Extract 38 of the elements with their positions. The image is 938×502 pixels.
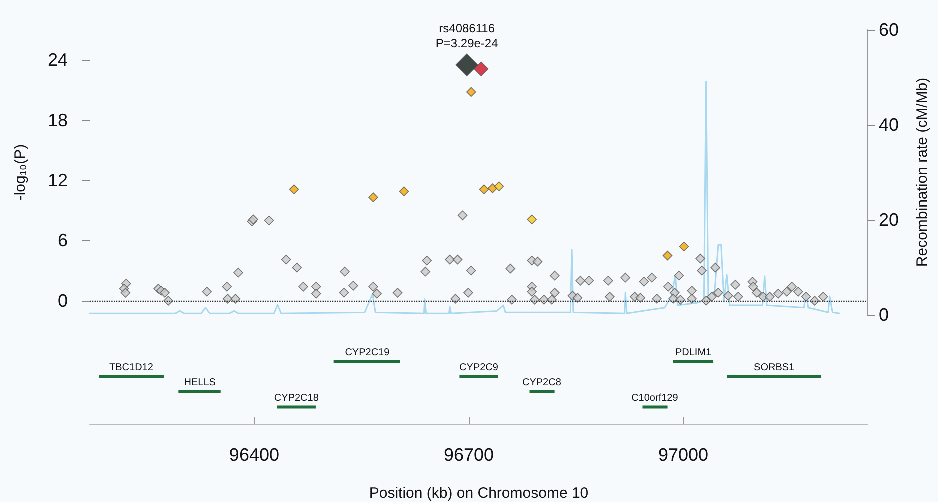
annotation: CYP2C8	[522, 377, 562, 388]
y-tick-label: 6	[58, 230, 68, 251]
annotation: CYP2C18	[274, 392, 320, 404]
y2-tick-label: 40	[879, 115, 900, 135]
annotation: rs4086116 P=3.29e-24	[436, 22, 499, 51]
x-tick-label: 96400	[229, 445, 280, 465]
y-tick-label: 0	[58, 290, 68, 311]
y-tick-label: 12	[48, 170, 68, 191]
annotation: HELLS	[184, 377, 216, 388]
annotation: CYP2C19	[345, 348, 390, 358]
annotation: CYP2C9	[460, 362, 499, 374]
point	[466, 87, 476, 98]
point	[399, 186, 410, 196]
y-tick-label: 18	[48, 110, 68, 130]
x-axis-title: Position (kb) on Chromosome 10	[369, 485, 589, 502]
y-axis-title: -log₁₀(P)	[12, 144, 29, 201]
point	[679, 242, 690, 252]
point	[289, 184, 300, 194]
point	[456, 54, 478, 77]
point	[662, 250, 673, 261]
annotation: C10orf129	[632, 392, 679, 404]
point	[527, 214, 537, 225]
point	[488, 184, 498, 194]
annotation: SORBS1	[754, 362, 796, 374]
point	[368, 192, 378, 202]
x-tick-label: 96700	[444, 445, 494, 465]
y-tick-label: 24	[48, 50, 68, 70]
y2-axis-title: Recombination rate (cM/Mb)	[914, 78, 931, 268]
annotation: PDLIM1	[675, 348, 712, 358]
point	[474, 62, 489, 77]
line-series	[89, 81, 841, 314]
y2-tick-label: 20	[879, 210, 900, 230]
point	[494, 182, 504, 192]
x-tick-label: 97000	[658, 445, 709, 465]
point	[479, 184, 490, 194]
annotation: TBC1D12	[110, 362, 154, 374]
y2-tick-label: 60	[879, 20, 900, 40]
y2-tick-label: 0	[879, 305, 890, 325]
